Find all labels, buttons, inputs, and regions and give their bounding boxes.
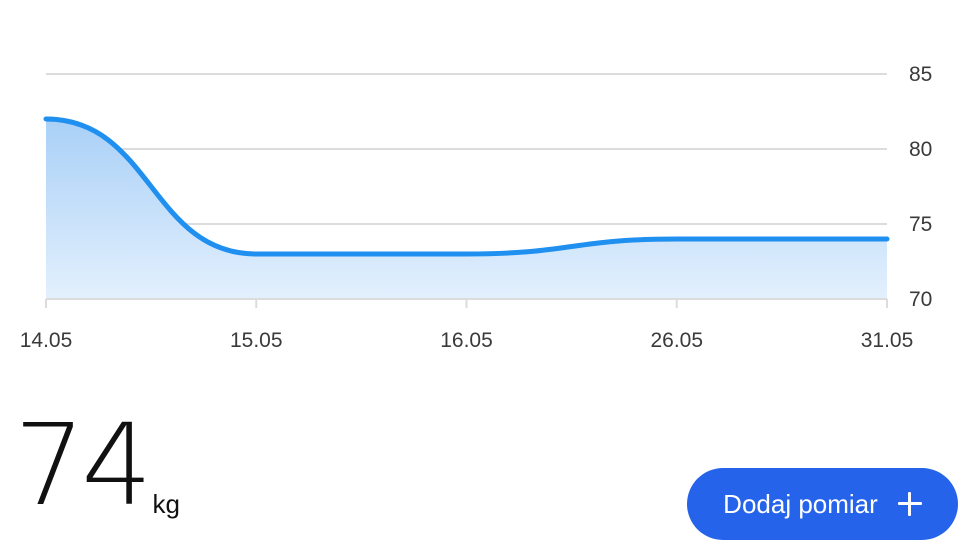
x-tick-label: 31.05 xyxy=(861,329,914,352)
current-weight: 74 kg xyxy=(14,406,180,526)
y-tick-label: 85 xyxy=(909,63,932,86)
plus-icon xyxy=(897,492,922,516)
current-weight-unit: kg xyxy=(152,489,180,519)
add-measurement-button[interactable]: Dodaj pomiar xyxy=(687,468,958,540)
x-tick-label: 15.05 xyxy=(230,329,283,352)
current-weight-value: 74 xyxy=(14,401,153,531)
y-tick-label: 70 xyxy=(909,288,932,311)
x-tick-label: 14.05 xyxy=(20,329,73,352)
x-tick-label: 26.05 xyxy=(650,329,703,352)
y-tick-label: 80 xyxy=(909,138,932,161)
x-tick-label: 16.05 xyxy=(440,329,493,352)
weight-series-line xyxy=(43,116,890,257)
y-tick-label: 75 xyxy=(909,213,932,236)
add-measurement-label: Dodaj pomiar xyxy=(723,488,878,519)
weight-chart: 70 75 80 85 14.05 15.05 16.05 26.05 31.05 xyxy=(20,63,933,352)
